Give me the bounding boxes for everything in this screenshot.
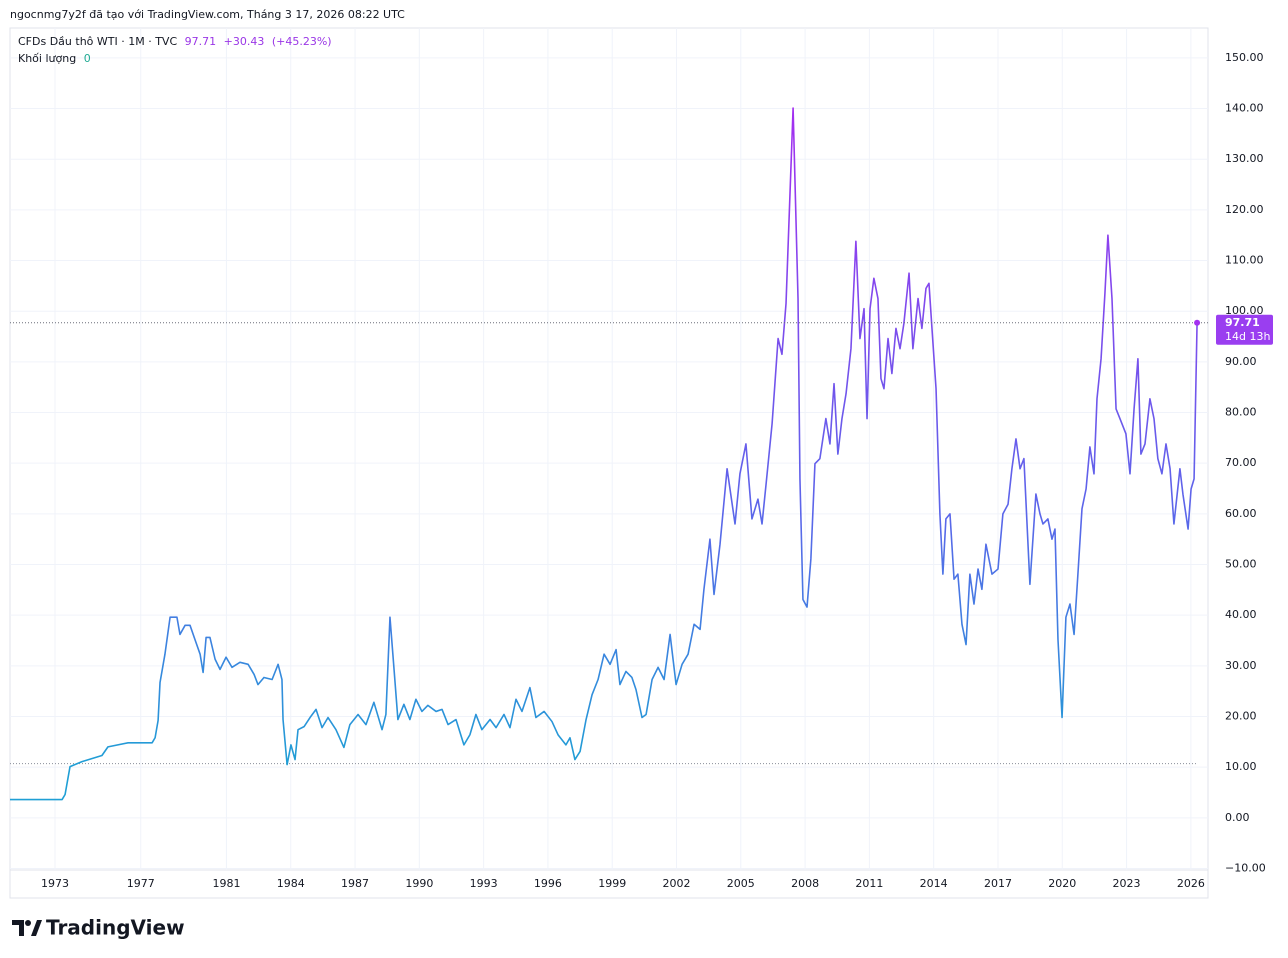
y-tick-label: 60.00: [1225, 507, 1257, 520]
x-tick-label: 1977: [127, 877, 155, 890]
y-tick-label: 30.00: [1225, 659, 1257, 672]
y-tick-label: 80.00: [1225, 406, 1257, 419]
countdown-label: 14d 13h: [1225, 330, 1270, 343]
x-tick-label: 2002: [663, 877, 691, 890]
x-tick-label: 1993: [470, 877, 498, 890]
y-tick-label: 100.00: [1225, 304, 1264, 317]
legend: CFDs Dầu thô WTI · 1M · TVC 97.71 +30.43…: [18, 35, 336, 48]
x-tick-label: 2011: [855, 877, 883, 890]
x-tick-label: 1973: [41, 877, 69, 890]
x-tick-label: 2023: [1113, 877, 1141, 890]
x-tick-label: 2008: [791, 877, 819, 890]
change: +30.43: [223, 35, 265, 48]
change-pct: (+45.23%): [271, 35, 332, 48]
y-tick-label: 40.00: [1225, 608, 1257, 621]
y-tick-label: 0.00: [1225, 811, 1250, 824]
y-tick-label: 90.00: [1225, 355, 1257, 368]
x-tick-label: 1990: [405, 877, 433, 890]
x-tick-label: 1987: [341, 877, 369, 890]
y-tick-label: 130.00: [1225, 152, 1264, 165]
last-price-box: [1216, 314, 1273, 345]
y-tick-label: 150.00: [1225, 51, 1264, 64]
x-tick-label: 2020: [1048, 877, 1076, 890]
brand: TradingView: [46, 916, 185, 940]
symbol-title: CFDs Dầu thô WTI · 1M · TVC: [18, 35, 178, 48]
volume-legend: Khối lượng 0: [18, 52, 95, 65]
x-tick-label: 2017: [984, 877, 1012, 890]
last-price: 97.71: [184, 35, 217, 48]
last-point: [1194, 319, 1201, 326]
x-tick-label: 1981: [212, 877, 240, 890]
x-tick-label: 1984: [277, 877, 305, 890]
y-tick-label: 10.00: [1225, 760, 1257, 773]
y-tick-label: 50.00: [1225, 558, 1257, 571]
y-tick-label: 110.00: [1225, 254, 1264, 267]
y-tick-label: 70.00: [1225, 456, 1257, 469]
volume-value: 0: [83, 52, 91, 65]
x-tick-label: 1996: [534, 877, 562, 890]
y-tick-label: −10.00: [1225, 861, 1266, 874]
last-price-label: 97.71: [1225, 316, 1260, 329]
x-tick-label: 2005: [727, 877, 755, 890]
volume-label: Khối lượng: [18, 52, 77, 65]
y-tick-label: 120.00: [1225, 203, 1264, 216]
x-tick-label: 2026: [1177, 877, 1205, 890]
tv-logo: [12, 920, 42, 936]
price-line: [10, 107, 1198, 801]
y-tick-label: 20.00: [1225, 709, 1257, 722]
x-tick-label: 2014: [920, 877, 948, 890]
attribution: ngocnmg7y2f đã tạo với TradingView.com, …: [10, 8, 405, 21]
x-tick-label: 1999: [598, 877, 626, 890]
y-tick-label: 140.00: [1225, 102, 1264, 115]
